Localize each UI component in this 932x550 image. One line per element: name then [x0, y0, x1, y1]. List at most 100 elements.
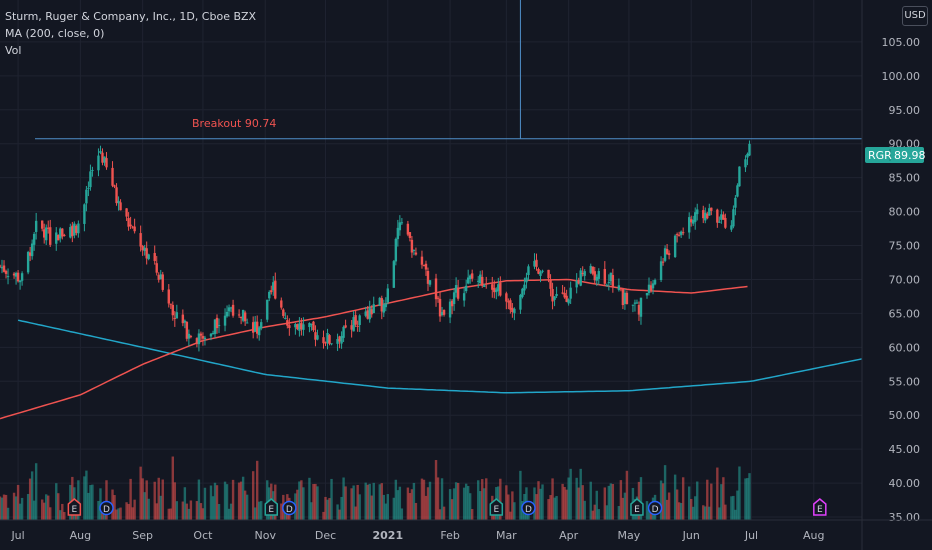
volume-bar [260, 501, 263, 520]
legend-title[interactable]: Sturm, Ruger & Company, Inc., 1D, Cboe B… [5, 10, 257, 23]
volume-bar [704, 506, 707, 520]
event-marker-label: D [286, 505, 293, 515]
volume-bar [549, 495, 552, 520]
earnings-marker-icon[interactable] [813, 498, 827, 516]
volume-bar [569, 468, 572, 520]
x-tick-label: Jun [682, 529, 700, 542]
volume-bar [716, 467, 719, 520]
earnings-marker-icon[interactable] [67, 498, 82, 516]
volume-bar [597, 509, 600, 520]
dividend-marker-icon[interactable] [521, 500, 536, 516]
volume-bar [398, 486, 402, 520]
breakout-annotation[interactable]: Breakout 90.74 [192, 117, 276, 130]
legend-indicator[interactable]: MA (200, close, 0) [5, 27, 105, 40]
candle-body [495, 289, 498, 293]
candle-body [677, 235, 681, 237]
candle-body [223, 315, 227, 326]
volume-bar [171, 456, 175, 520]
y-tick-label: 105.00 [882, 36, 921, 49]
y-tick-label: 45.00 [889, 443, 921, 456]
volume-bar [336, 504, 339, 520]
legend-volume[interactable]: Vol [5, 44, 22, 57]
y-tick-label: 80.00 [889, 206, 921, 219]
volume-bar [448, 489, 452, 520]
earnings-marker-icon[interactable] [264, 498, 279, 516]
candle-body [605, 284, 609, 286]
volume-bar [147, 498, 150, 520]
candle-body [302, 324, 305, 330]
volume-bar [424, 495, 428, 520]
volume-bar [440, 478, 444, 520]
candle-body [553, 296, 556, 300]
candle-body [61, 228, 64, 237]
volume-bar [173, 482, 177, 520]
candle-body [649, 285, 653, 291]
candle-body [617, 285, 621, 291]
volume-bar [537, 481, 540, 520]
candle-body [161, 274, 164, 290]
volume-bar [14, 496, 18, 520]
volume-bar [452, 488, 456, 520]
candle-body [673, 235, 677, 258]
candle-body [288, 325, 291, 329]
candle-body [364, 311, 367, 316]
volume-bar [663, 465, 667, 520]
volume-bar [436, 477, 440, 520]
candle-body [340, 336, 343, 344]
candle-body [687, 217, 691, 233]
volume-bar [243, 490, 247, 520]
volume-bar [579, 468, 582, 520]
volume-bar [175, 501, 179, 520]
candle-body [450, 300, 454, 307]
y-tick-label: 65.00 [889, 307, 921, 320]
candle-body [203, 337, 207, 340]
candle-body [245, 322, 249, 324]
candle-body [159, 274, 162, 280]
volume-bar [677, 502, 681, 520]
candle-body [541, 270, 544, 272]
candle-body [477, 280, 480, 282]
candle-body [69, 227, 72, 238]
currency-button[interactable]: USD [902, 6, 928, 26]
dividend-marker-icon[interactable] [647, 500, 663, 516]
volume-bar [565, 489, 568, 520]
volume-bar [49, 507, 52, 520]
volume-bar [258, 501, 261, 520]
candle-body [169, 303, 172, 305]
volume-bar [609, 483, 613, 520]
event-marker-label: E [634, 505, 640, 515]
volume-bar [690, 498, 693, 520]
volume-bar [324, 496, 327, 520]
price-tag-bg [865, 147, 924, 163]
candle-body [519, 295, 522, 310]
dividend-marker-icon[interactable] [99, 500, 114, 516]
volume-bar [479, 491, 482, 520]
candle-body [286, 320, 289, 326]
volume-bar [619, 480, 623, 520]
candle-body [344, 325, 347, 328]
breakout-lines[interactable] [35, 0, 862, 140]
candle-body [589, 265, 592, 273]
volume-bar [720, 484, 723, 520]
volume-bar [394, 479, 398, 520]
volume-bar [159, 495, 162, 520]
volume-bar [296, 489, 299, 520]
volume-bar [312, 484, 315, 520]
candle-body [491, 284, 494, 290]
candle-body [57, 234, 60, 241]
volume-bar [231, 479, 235, 520]
dividend-marker-icon[interactable] [282, 500, 297, 516]
y-tick-label: 75.00 [889, 240, 921, 253]
earnings-marker-icon[interactable] [630, 498, 644, 516]
candle-body [454, 285, 458, 293]
candle-body [153, 253, 156, 261]
volume-bar [366, 484, 369, 520]
candle-body [328, 335, 331, 344]
volume-bar [322, 511, 325, 520]
volume-bar [507, 494, 510, 520]
earnings-marker-icon[interactable] [489, 498, 504, 516]
volume-bar [462, 487, 466, 520]
